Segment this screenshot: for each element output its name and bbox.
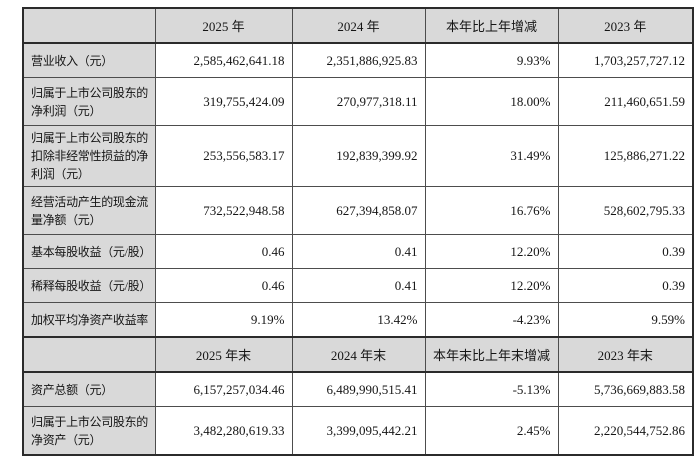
value-2024: 13.42% [291,302,426,338]
col-header-2024: 2024 年 [291,7,426,44]
value-2023: 2,220,544,752.86 [557,406,694,456]
value-2023: 125,886,271.22 [557,125,694,187]
value-2023: 9.59% [557,302,694,338]
value-2024: 3,399,095,442.21 [291,406,426,456]
value-2023: 1,703,257,727.12 [557,42,694,78]
financial-summary-table: 2025 年 2024 年 本年比上年增减 2023 年 营业收入（元） 2,5… [22,7,694,456]
value-2025: 0.46 [154,268,293,303]
value-2024: 6,489,990,515.41 [291,371,426,407]
value-change: -4.23% [424,302,559,338]
value-change: -5.13% [424,371,559,407]
col-header-2023-yearend: 2023 年末 [557,336,694,373]
row-label: 资产总额（元） [22,371,156,407]
table-row-basic-eps: 基本每股收益（元/股） 0.46 0.41 12.20% 0.39 [22,234,694,269]
period-header-row: 2025 年 2024 年 本年比上年增减 2023 年 [22,7,694,44]
row-label: 归属于上市公司股东的净利润（元） [22,77,156,126]
value-change: 12.20% [424,234,559,269]
corner-cell [22,336,156,373]
row-label: 经营活动产生的现金流量净额（元） [22,186,156,235]
row-label: 基本每股收益（元/股） [22,234,156,269]
table-row-weighted-avg-roe: 加权平均净资产收益率 9.19% 13.42% -4.23% 9.59% [22,302,694,338]
value-2023: 0.39 [557,268,694,303]
yearend-header-row: 2025 年末 2024 年末 本年末比上年末增减 2023 年末 [22,336,694,373]
table-row-operating-cash-flow: 经营活动产生的现金流量净额（元） 732,522,948.58 627,394,… [22,186,694,235]
value-2024: 2,351,886,925.83 [291,42,426,78]
table-row-net-assets: 归属于上市公司股东的净资产（元） 3,482,280,619.33 3,399,… [22,406,694,456]
col-header-2023: 2023 年 [557,7,694,44]
value-2025: 319,755,424.09 [154,77,293,126]
value-2025: 0.46 [154,234,293,269]
col-header-yoy-change: 本年比上年增减 [424,7,559,44]
value-2024: 0.41 [291,234,426,269]
col-header-yearend-change: 本年末比上年末增减 [424,336,559,373]
row-label: 归属于上市公司股东的扣除非经常性损益的净利润（元） [22,125,156,187]
table-row-diluted-eps: 稀释每股收益（元/股） 0.46 0.41 12.20% 0.39 [22,268,694,303]
value-2024: 0.41 [291,268,426,303]
table-row-revenue: 营业收入（元） 2,585,462,641.18 2,351,886,925.8… [22,42,694,78]
value-2025: 6,157,257,034.46 [154,371,293,407]
value-2024: 627,394,858.07 [291,186,426,235]
key-figures-table: 2025 年 2024 年 本年比上年增减 2023 年 营业收入（元） 2,5… [22,7,694,456]
value-change: 9.93% [424,42,559,78]
value-change: 31.49% [424,125,559,187]
row-label: 营业收入（元） [22,42,156,78]
value-2025: 732,522,948.58 [154,186,293,235]
value-change: 16.76% [424,186,559,235]
value-2023: 0.39 [557,234,694,269]
col-header-2025: 2025 年 [154,7,293,44]
corner-cell [22,7,156,44]
table-row-total-assets: 资产总额（元） 6,157,257,034.46 6,489,990,515.4… [22,371,694,407]
value-2025: 3,482,280,619.33 [154,406,293,456]
col-header-2024-yearend: 2024 年末 [291,336,426,373]
value-2023: 528,602,795.33 [557,186,694,235]
value-change: 12.20% [424,268,559,303]
table-row-net-profit: 归属于上市公司股东的净利润（元） 319,755,424.09 270,977,… [22,77,694,126]
row-label: 稀释每股收益（元/股） [22,268,156,303]
row-label: 加权平均净资产收益率 [22,302,156,338]
row-label: 归属于上市公司股东的净资产（元） [22,406,156,456]
value-2025: 253,556,583.17 [154,125,293,187]
value-2023: 5,736,669,883.58 [557,371,694,407]
table-row-net-profit-excl-nonrecurring: 归属于上市公司股东的扣除非经常性损益的净利润（元） 253,556,583.17… [22,125,694,187]
value-2024: 192,839,399.92 [291,125,426,187]
col-header-2025-yearend: 2025 年末 [154,336,293,373]
value-2025: 9.19% [154,302,293,338]
value-change: 2.45% [424,406,559,456]
value-change: 18.00% [424,77,559,126]
value-2024: 270,977,318.11 [291,77,426,126]
value-2025: 2,585,462,641.18 [154,42,293,78]
value-2023: 211,460,651.59 [557,77,694,126]
